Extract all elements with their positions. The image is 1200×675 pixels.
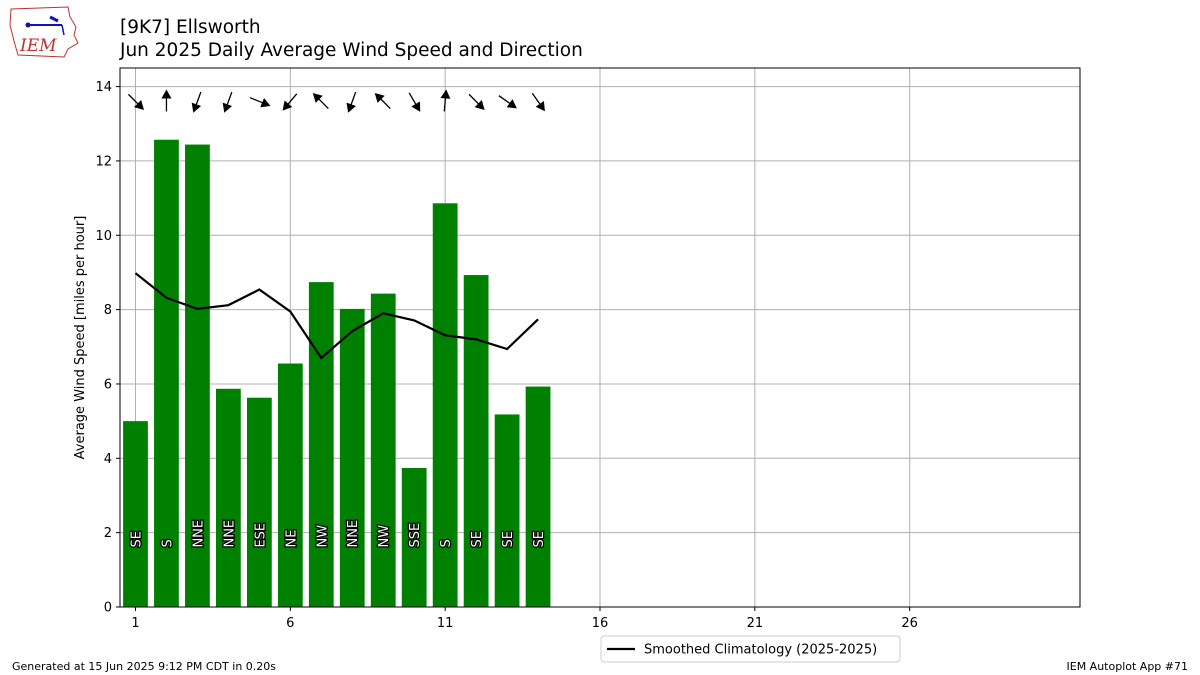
direction-label: S [160, 539, 175, 547]
iem-logo: IEM [9, 6, 79, 58]
wind-arrow [346, 91, 357, 113]
legend-box [600, 635, 901, 663]
wind-arrow [249, 97, 271, 108]
wind-bar [216, 388, 241, 607]
generated-footer: Generated at 15 Jun 2025 9:12 PM CDT in … [12, 660, 277, 673]
y-tick-label: 6 [104, 377, 112, 392]
wind-bar [277, 363, 303, 607]
y-tick-label: 14 [95, 80, 112, 95]
climatology-line [134, 272, 539, 360]
y-tick-label: 0 [104, 601, 112, 616]
direction-label: SE [501, 531, 516, 547]
wind-bar [154, 139, 179, 608]
direction-label: SE [129, 531, 144, 547]
direction-label: NNE [191, 520, 206, 548]
x-tick-label: 16 [592, 616, 609, 631]
wind-bar [339, 308, 365, 607]
y-axis-label: Average Wind Speed [miles per hour] [73, 216, 88, 460]
wind-arrow [498, 95, 517, 109]
wind-bar [185, 144, 210, 607]
wind-bar [463, 275, 489, 607]
wind-arrow [161, 89, 172, 112]
direction-label: S [439, 539, 454, 547]
wind-arrow [440, 89, 451, 112]
direction-label: NE [284, 530, 299, 548]
y-tick-label: 10 [95, 229, 112, 244]
app-footer: IEM Autoplot App #71 [1066, 660, 1189, 673]
x-tick-label: 1 [131, 616, 139, 631]
wind-arrow [282, 93, 298, 111]
wind-arrow [468, 93, 485, 110]
wind-arrow [127, 93, 144, 110]
wind-arrow [222, 91, 233, 113]
wind-bar [308, 282, 334, 607]
legend-label: Smoothed Climatology (2025-2025) [644, 643, 877, 658]
wind-bar [494, 414, 520, 607]
wind-bar [246, 397, 272, 607]
wind-arrow [191, 91, 202, 113]
direction-label: SE [532, 531, 547, 547]
wind-bar [401, 467, 427, 607]
direction-label: NW [377, 525, 392, 548]
wind-bar [432, 203, 458, 607]
y-tick-label: 2 [104, 526, 112, 541]
y-tick-label: 8 [104, 303, 112, 318]
wind-bar [525, 386, 551, 607]
y-tick-label: 4 [104, 452, 112, 467]
wind-bar [123, 421, 148, 607]
x-tick-label: 26 [901, 616, 918, 631]
direction-label: NW [315, 525, 330, 548]
y-tick-label: 12 [95, 154, 112, 169]
x-tick-label: 11 [437, 616, 454, 631]
chart-title: Jun 2025 Daily Average Wind Speed and Di… [120, 40, 583, 61]
wind-arrow [408, 92, 421, 112]
direction-label: NNE [222, 520, 237, 548]
x-tick-label: 6 [286, 616, 294, 631]
direction-label: SSE [408, 523, 423, 548]
wind-bar [370, 293, 396, 607]
wind-arrow [531, 92, 545, 112]
chart-title-station: [9K7] Ellsworth [120, 17, 261, 38]
wind-arrow [374, 92, 391, 109]
wind-arrow [312, 92, 329, 109]
direction-label: ESE [253, 523, 268, 548]
logo-text: IEM [19, 36, 57, 56]
direction-label: SE [470, 531, 485, 547]
x-tick-label: 21 [747, 616, 764, 631]
direction-label: NNE [346, 520, 361, 548]
